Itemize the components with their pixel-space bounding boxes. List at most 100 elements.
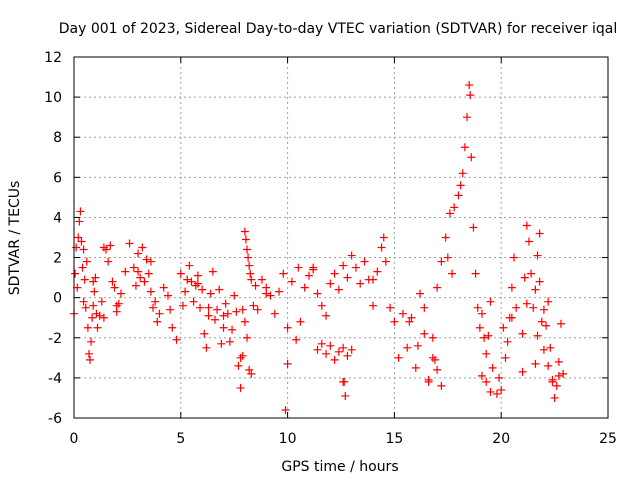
data-point [200, 329, 209, 338]
data-point [317, 339, 326, 348]
data-point [529, 303, 538, 312]
data-point [463, 113, 472, 122]
data-point [341, 391, 350, 400]
data-point [450, 203, 459, 212]
y-tick-label: -6 [48, 411, 62, 427]
data-point [484, 331, 493, 340]
data-point [193, 279, 202, 288]
data-point [221, 299, 230, 308]
y-tick-label: 12 [44, 50, 62, 66]
data-point [554, 371, 563, 380]
data-point [204, 311, 213, 320]
data-point [138, 243, 147, 252]
data-point [413, 341, 422, 350]
data-point [317, 301, 326, 310]
data-point [309, 263, 318, 272]
data-point [84, 349, 93, 358]
data-point [443, 253, 452, 262]
data-point [428, 353, 437, 362]
data-point [411, 363, 420, 372]
data-point [110, 283, 119, 292]
y-tick-label: 6 [53, 170, 62, 186]
data-point [326, 341, 335, 350]
data-point [189, 297, 198, 306]
data-point [518, 367, 527, 376]
data-point [238, 351, 247, 360]
y-tick-label: 2 [53, 251, 62, 267]
data-point [520, 273, 529, 282]
data-point [554, 357, 563, 366]
data-point [428, 333, 437, 342]
data-point [339, 343, 348, 352]
data-point [87, 337, 96, 346]
data-point [313, 345, 322, 354]
data-point [544, 361, 553, 370]
data-point [230, 291, 239, 300]
data-point [486, 387, 495, 396]
data-point [360, 257, 369, 266]
data-point [330, 355, 339, 364]
data-point [88, 313, 97, 322]
data-point [253, 305, 262, 314]
data-point [542, 321, 551, 330]
data-point [185, 261, 194, 270]
data-point [407, 313, 416, 322]
data-point [99, 313, 108, 322]
data-point [466, 91, 475, 100]
data-point [275, 287, 284, 296]
data-point [240, 227, 249, 236]
data-point [495, 373, 504, 382]
data-point [172, 335, 181, 344]
data-point [537, 317, 546, 326]
data-point [343, 273, 352, 282]
y-tick-label: -4 [48, 371, 62, 387]
data-point [437, 381, 446, 390]
data-point [121, 267, 130, 276]
data-point [497, 385, 506, 394]
data-point [247, 275, 256, 284]
data-point [178, 301, 187, 310]
data-point [477, 371, 486, 380]
data-point [245, 365, 254, 374]
data-point [159, 283, 168, 292]
data-point [552, 381, 561, 390]
data-point [234, 361, 243, 370]
data-point [475, 323, 484, 332]
data-point [219, 311, 228, 320]
data-point [78, 263, 87, 272]
data-point [81, 303, 90, 312]
data-point [559, 369, 568, 378]
data-point [296, 317, 305, 326]
data-point [99, 243, 108, 252]
data-point [492, 389, 501, 398]
data-point [456, 181, 465, 190]
data-point [243, 245, 252, 254]
data-point [91, 273, 100, 282]
y-tick-label: 10 [44, 90, 62, 106]
data-point [377, 243, 386, 252]
data-point [347, 251, 356, 260]
data-point [445, 209, 454, 218]
data-point [243, 333, 252, 342]
x-tick-label: 0 [70, 431, 79, 447]
data-point [420, 329, 429, 338]
data-point [430, 355, 439, 364]
data-point [176, 269, 185, 278]
y-tick-label: 0 [53, 291, 62, 307]
data-point [136, 273, 145, 282]
data-point [283, 359, 292, 368]
data-point [539, 305, 548, 314]
data-point [486, 297, 495, 306]
data-point [93, 323, 102, 332]
data-point [232, 307, 241, 316]
data-point [106, 241, 115, 250]
data-point [512, 303, 521, 312]
data-point [217, 339, 226, 348]
y-axis-label: SDTVAR / TECUs [7, 181, 23, 296]
data-point [89, 277, 98, 286]
data-point [394, 353, 403, 362]
data-point [134, 249, 143, 258]
data-point [191, 281, 200, 290]
data-point [369, 275, 378, 284]
data-point [151, 297, 160, 306]
